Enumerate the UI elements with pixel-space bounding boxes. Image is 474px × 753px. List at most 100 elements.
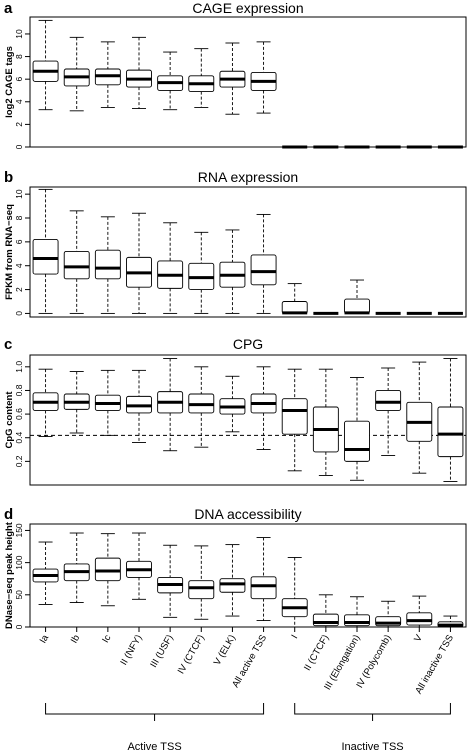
category-label: Ia <box>38 632 52 645</box>
box-9 <box>312 594 339 628</box>
iqr-box <box>375 390 402 411</box>
box-6 <box>219 544 246 617</box>
iqr-box <box>32 239 59 275</box>
category-label: I <box>289 633 300 641</box>
box-11 <box>375 600 402 628</box>
box-4 <box>157 51 184 111</box>
y-tick-label: 8 <box>14 215 24 220</box>
y-tick-label: 150 <box>14 523 24 537</box>
panel-letter: c <box>4 336 12 353</box>
box-2 <box>94 533 121 607</box>
bracket <box>294 703 451 715</box>
box-3 <box>126 532 152 600</box>
plot-frame <box>29 186 467 318</box>
box-7 <box>250 213 277 314</box>
category-label: IV (CTCF) <box>176 633 207 676</box>
box-3 <box>126 369 152 443</box>
box-8 <box>281 557 308 628</box>
y-tick-label: 10 <box>14 189 24 199</box>
y-tick-label: 0 <box>14 144 24 149</box>
box-0 <box>32 19 59 111</box>
group-label: Inactive TSS <box>341 741 403 753</box>
group-brackets: Active TSS Inactive TSS <box>45 703 451 753</box>
panel-title: DNA accessibility <box>194 506 301 522</box>
box-1 <box>63 371 90 434</box>
y-tick-label: 0 <box>14 311 24 316</box>
bracket <box>45 703 265 715</box>
category-label: Ic <box>100 633 113 645</box>
box-4 <box>157 544 184 618</box>
y-tick-label: 6 <box>14 239 24 244</box>
box-10 <box>344 377 370 481</box>
box-3 <box>126 212 152 314</box>
iqr-box <box>344 298 370 314</box>
box-7 <box>250 537 277 622</box>
box-6 <box>219 229 246 314</box>
y-tick-label: 0 <box>14 624 24 629</box>
panel-letter: a <box>4 0 13 17</box>
y-tick-label: 0.2 <box>14 455 24 467</box>
y-tick-label: 6 <box>14 77 24 82</box>
panel-letter: b <box>4 169 13 186</box>
category-label: Ib <box>69 633 82 645</box>
panel-a: a CAGE expression 0 2 4 6 8 10 log2 CAGE tags <box>4 0 467 149</box>
box-5 <box>188 545 215 620</box>
box-8 <box>281 368 308 472</box>
y-tick-label: 0.8 <box>14 384 24 396</box>
iqr-box <box>188 580 215 600</box>
box-8 <box>281 283 308 315</box>
box-4 <box>157 222 184 314</box>
panel-letter: d <box>4 506 13 523</box>
box-13 <box>437 615 464 628</box>
y-tick-label: 8 <box>14 54 24 59</box>
category-label: III (USF) <box>148 633 175 670</box>
iqr-box <box>94 557 121 582</box>
iqr-box <box>250 254 277 286</box>
panel-title: CPG <box>233 336 263 352</box>
y-tick-label: 2 <box>14 122 24 127</box>
plot-frame <box>29 523 467 628</box>
y-tick-label: 2 <box>14 287 24 292</box>
box-12 <box>406 361 433 474</box>
box-1 <box>63 36 90 112</box>
box-6 <box>219 375 246 433</box>
box-0 <box>32 188 59 314</box>
x-axis: Ia Ib Ic II (NFY) III (USF) IV (CTCF) V (ELK)A… <box>38 627 456 696</box>
y-tick-label: 4 <box>14 99 24 104</box>
y-axis-label: FPKM from RNA−seq <box>4 204 15 300</box>
plot-frame <box>29 354 467 486</box>
category-label: II (CTCF) <box>302 633 331 673</box>
box-10 <box>344 596 370 628</box>
box-1 <box>63 532 90 603</box>
box-11 <box>375 367 402 456</box>
box-0 <box>32 368 59 437</box>
iqr-box <box>344 420 370 462</box>
y-tick-label: 1.0 <box>14 361 24 373</box>
box-1 <box>63 210 90 314</box>
box-2 <box>94 216 121 314</box>
iqr-box <box>250 576 277 600</box>
iqr-box <box>281 398 308 435</box>
box-6 <box>219 42 246 115</box>
box-7 <box>250 366 277 450</box>
plot-frame <box>29 16 467 148</box>
box-7 <box>250 41 277 114</box>
box-12 <box>406 595 433 628</box>
panel-c: c CPG 0.2 0.4 0.6 0.8 1.0 CpG content <box>4 336 467 486</box>
iqr-box <box>94 249 121 280</box>
category-label: V (ELK) <box>212 633 238 667</box>
iqr-box <box>344 614 370 627</box>
category-label: V <box>412 632 425 644</box>
y-tick-label: 0.6 <box>14 408 24 420</box>
iqr-box <box>437 406 464 458</box>
y-tick-label: 50 <box>14 590 24 600</box>
y-tick-label: 0.4 <box>14 432 24 444</box>
panel-title: RNA expression <box>198 169 298 185</box>
group-label: Active TSS <box>127 741 181 753</box>
box-3 <box>126 36 152 110</box>
box-2 <box>94 369 121 436</box>
box-5 <box>188 366 215 448</box>
y-tick-label: 10 <box>14 29 24 39</box>
panel-b: b RNA expression 0 2 4 6 8 10 FPKM from RNA−seq <box>4 169 467 318</box>
